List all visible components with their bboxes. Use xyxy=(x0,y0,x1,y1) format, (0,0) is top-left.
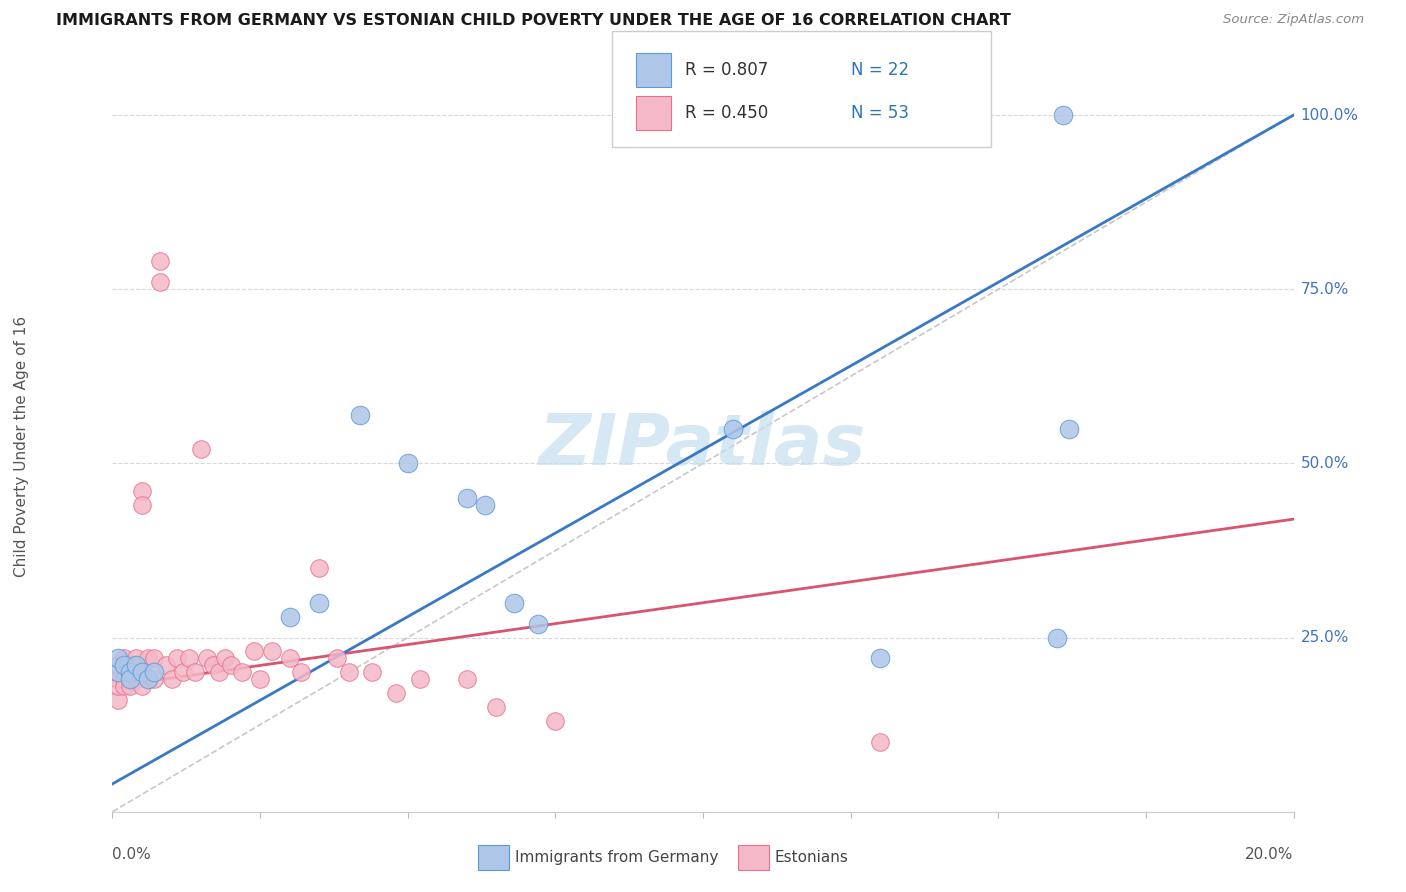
Point xyxy=(243,644,266,658)
Point xyxy=(155,658,177,673)
Point xyxy=(1046,631,1069,645)
Point xyxy=(125,665,148,680)
Point xyxy=(1052,108,1074,122)
Point xyxy=(112,673,135,687)
Point xyxy=(172,665,194,680)
Point xyxy=(526,616,548,631)
Point xyxy=(201,658,224,673)
Point xyxy=(214,651,236,665)
Point xyxy=(136,673,159,687)
Point xyxy=(112,651,135,665)
Point xyxy=(290,665,312,680)
Point xyxy=(308,561,330,575)
Point xyxy=(184,665,207,680)
Point xyxy=(166,651,188,665)
Point xyxy=(107,665,129,680)
Text: N = 22: N = 22 xyxy=(851,61,908,78)
Point xyxy=(208,665,231,680)
Point xyxy=(326,651,349,665)
Point xyxy=(149,254,172,268)
Point xyxy=(131,665,153,680)
Point xyxy=(485,700,508,714)
Point xyxy=(107,658,129,673)
Text: 100.0%: 100.0% xyxy=(1301,108,1358,122)
Text: Estonians: Estonians xyxy=(775,850,849,864)
Point xyxy=(136,651,159,665)
Point xyxy=(179,651,201,665)
Point xyxy=(396,457,419,471)
Point xyxy=(107,651,129,665)
Point xyxy=(107,673,129,687)
Text: 25.0%: 25.0% xyxy=(1301,630,1348,645)
Point xyxy=(125,658,148,673)
Point xyxy=(131,679,153,693)
Point xyxy=(131,484,153,499)
Point xyxy=(278,609,301,624)
Text: IMMIGRANTS FROM GERMANY VS ESTONIAN CHILD POVERTY UNDER THE AGE OF 16 CORRELATIO: IMMIGRANTS FROM GERMANY VS ESTONIAN CHIL… xyxy=(56,13,1011,29)
Point xyxy=(544,714,567,728)
Point xyxy=(456,673,478,687)
Point xyxy=(231,665,253,680)
Point xyxy=(869,651,891,665)
Point xyxy=(195,651,218,665)
Point xyxy=(308,596,330,610)
Point xyxy=(503,596,526,610)
Point xyxy=(120,679,142,693)
Point xyxy=(142,651,165,665)
Point xyxy=(337,665,360,680)
Point xyxy=(120,658,142,673)
Point xyxy=(385,686,408,700)
Point xyxy=(260,644,283,658)
Point xyxy=(107,679,129,693)
Point xyxy=(219,658,242,673)
Point xyxy=(120,665,142,680)
Point xyxy=(349,408,371,422)
Text: 50.0%: 50.0% xyxy=(1301,456,1348,471)
Text: Child Poverty Under the Age of 16: Child Poverty Under the Age of 16 xyxy=(14,316,28,576)
Point xyxy=(131,665,153,680)
Point xyxy=(474,498,496,512)
Point xyxy=(125,673,148,687)
Point xyxy=(131,498,153,512)
Point xyxy=(112,658,135,673)
Text: N = 53: N = 53 xyxy=(851,103,908,121)
Point xyxy=(361,665,384,680)
Point xyxy=(142,673,165,687)
Point xyxy=(721,421,744,435)
Point xyxy=(142,665,165,680)
Text: ZIPatlas: ZIPatlas xyxy=(540,411,866,481)
Point xyxy=(120,673,142,687)
Point xyxy=(160,673,183,687)
Point xyxy=(278,651,301,665)
Point xyxy=(125,651,148,665)
Point xyxy=(125,658,148,673)
Point xyxy=(1057,421,1080,435)
Point xyxy=(107,693,129,707)
Point xyxy=(112,658,135,673)
Point xyxy=(408,673,430,687)
Text: 75.0%: 75.0% xyxy=(1301,282,1348,297)
Point xyxy=(112,679,135,693)
Point xyxy=(120,665,142,680)
Point xyxy=(190,442,212,457)
Text: R = 0.807: R = 0.807 xyxy=(685,61,768,78)
Point xyxy=(869,735,891,749)
Point xyxy=(456,491,478,506)
Point xyxy=(136,673,159,687)
Text: R = 0.450: R = 0.450 xyxy=(685,103,768,121)
Text: 20.0%: 20.0% xyxy=(1246,847,1294,863)
Point xyxy=(149,275,172,289)
Point xyxy=(249,673,271,687)
Text: Source: ZipAtlas.com: Source: ZipAtlas.com xyxy=(1223,13,1364,27)
Text: Immigrants from Germany: Immigrants from Germany xyxy=(515,850,718,864)
Text: 0.0%: 0.0% xyxy=(112,847,152,863)
